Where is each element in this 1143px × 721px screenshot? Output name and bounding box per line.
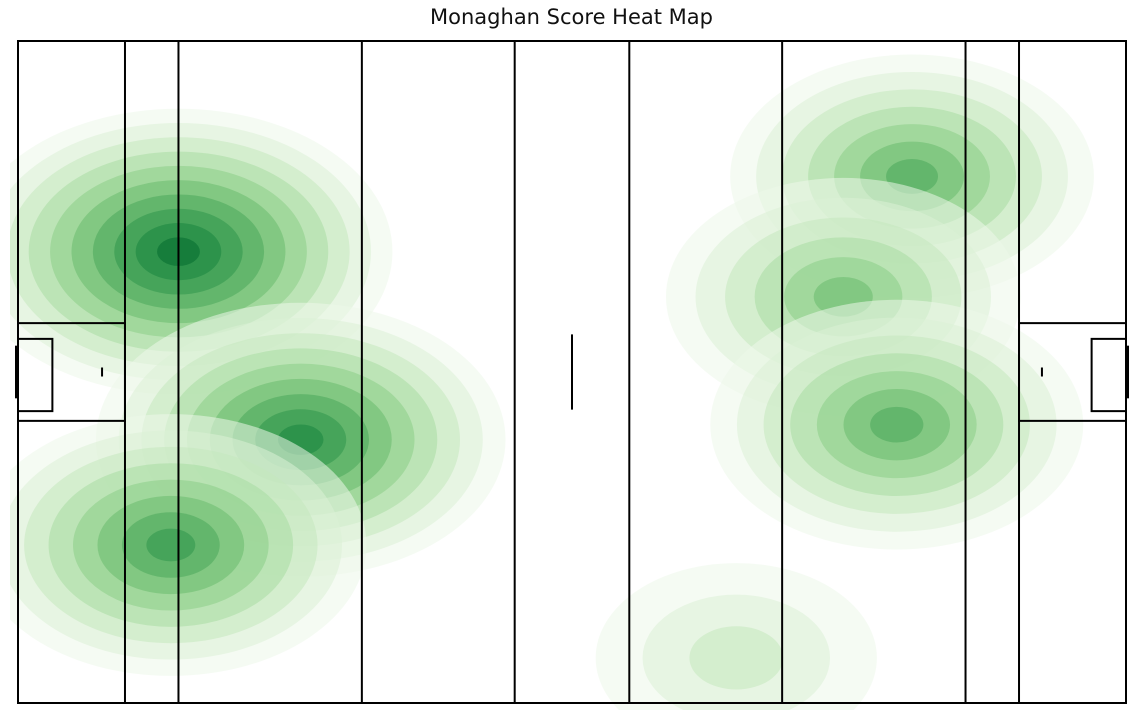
- density-layer: [10, 54, 1094, 710]
- chart-title: Monaghan Score Heat Map: [430, 5, 713, 29]
- small-rectangle-left: [18, 337, 54, 413]
- density-band-2-7: [146, 528, 196, 562]
- pitch-lines: [15, 40, 1129, 704]
- large-rectangle-right: [1018, 322, 1126, 422]
- large-rectangle-left: [18, 322, 126, 422]
- density-band-6-2: [689, 626, 784, 690]
- pitch-boundary: [17, 40, 1127, 704]
- density-band-5-6: [870, 406, 924, 443]
- small-rectangle-right: [1090, 337, 1126, 413]
